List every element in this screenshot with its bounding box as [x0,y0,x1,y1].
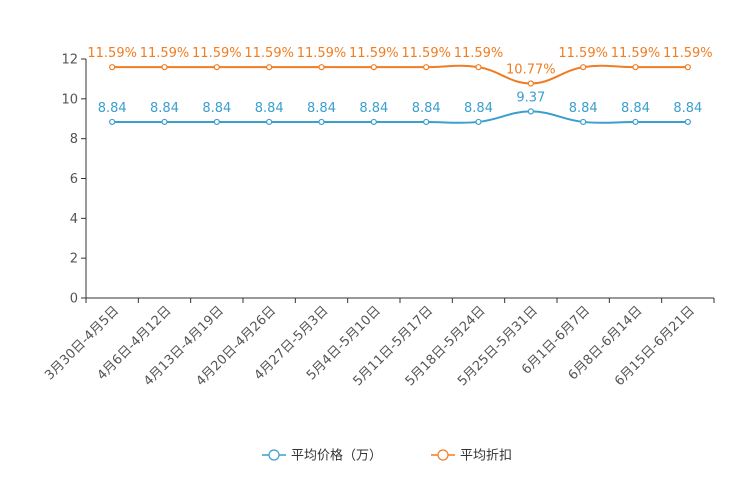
data-label-price: 9.37 [516,90,545,105]
data-label-price: 8.84 [673,101,702,116]
data-label-price: 8.84 [569,101,598,116]
data-point-discount [161,64,168,71]
data-point-price [684,118,691,126]
data-label-discount: 11.59% [611,46,661,61]
data-point-price [318,118,325,126]
y-tick-label: 12 [61,53,78,68]
data-point-price [213,118,220,126]
series-line-discount [112,64,688,85]
data-label-price: 8.84 [359,101,388,116]
legend-marker-icon [437,449,449,461]
data-label-discount: 10.77% [506,62,556,77]
data-point-discount [318,64,325,71]
data-label-price: 8.84 [621,101,650,116]
data-label-price: 8.84 [98,101,127,116]
data-label-price: 8.84 [150,101,179,116]
data-point-discount [370,64,377,71]
data-point-price [475,118,482,126]
data-point-discount [423,64,430,71]
data-point-price [266,118,273,126]
data-point-discount [266,64,273,71]
data-point-price [423,118,430,126]
y-tick-label: 2 [70,252,78,267]
data-point-discount [632,64,639,71]
y-tick-label: 4 [70,212,78,227]
data-label-discount: 11.59% [349,46,399,61]
legend-label: 平均价格（万） [291,448,382,464]
data-labels: 8.84 8.84 8.84 8.84 8.84 8.84 8.84 8.84 9.37 8.84… [87,46,712,116]
data-label-price: 8.84 [255,101,284,116]
series-lines [109,64,691,126]
y-tick-label: 6 [70,172,78,187]
data-label-price: 8.84 [307,101,336,116]
data-label-price: 8.84 [464,101,493,116]
data-point-price [370,118,377,126]
data-point-discount [684,64,691,71]
data-label-discount: 11.59% [401,46,451,61]
y-tick-label: 10 [61,92,78,107]
data-label-discount: 11.59% [192,46,242,61]
data-label-discount: 11.59% [140,46,190,61]
data-label-discount: 11.59% [244,46,294,61]
y-tick-label: 8 [70,132,78,147]
legend-item-price[interactable]: 平均价格（万） [262,448,382,464]
data-label-discount: 11.59% [297,46,347,61]
legend-marker-icon [268,449,280,461]
data-point-discount [213,64,220,71]
data-point-price [161,118,168,126]
data-point-price [109,118,116,126]
data-label-discount: 11.59% [663,46,713,61]
data-point-price [580,118,587,126]
legend[interactable]: 平均价格（万） 平均折扣 [262,448,512,464]
y-tick-label: 0 [70,292,78,307]
data-label-price: 8.84 [202,101,231,116]
data-point-price [632,118,639,126]
data-point-discount [527,80,534,87]
data-label-discount: 11.59% [454,46,504,61]
data-label-price: 8.84 [412,101,441,116]
legend-item-discount[interactable]: 平均折扣 [431,449,512,464]
data-point-discount [475,64,482,71]
data-label-discount: 11.59% [558,46,608,61]
data-point-discount [109,64,116,71]
data-label-discount: 11.59% [87,46,137,61]
data-point-price [527,108,534,115]
legend-label: 平均折扣 [460,449,512,464]
series-line-price [112,110,688,124]
data-point-discount [580,64,587,71]
